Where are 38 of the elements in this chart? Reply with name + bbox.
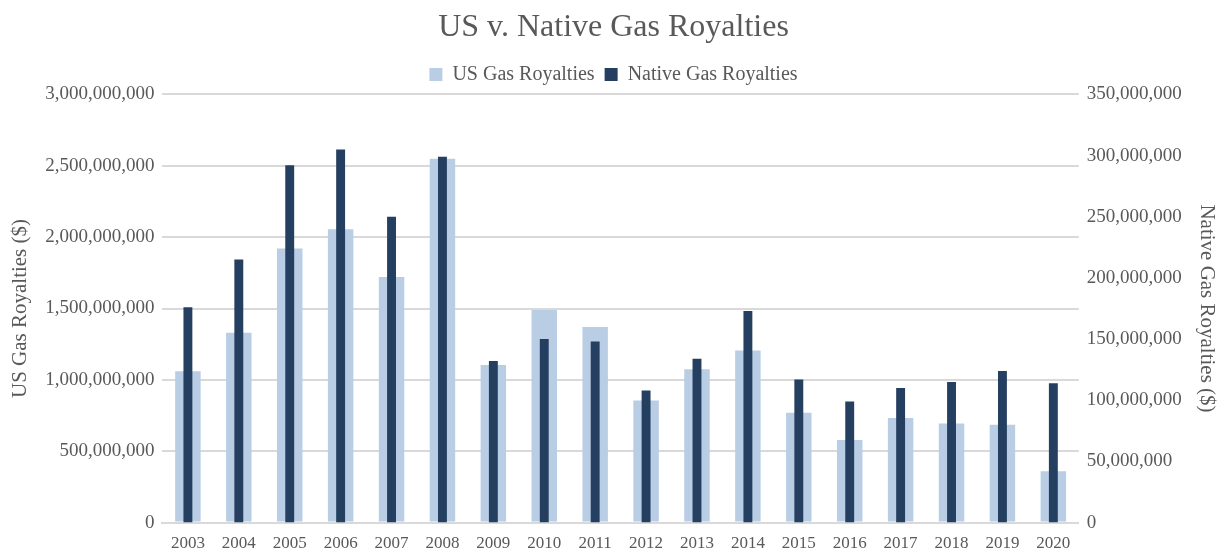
y2-tick-label: 250,000,000	[1086, 204, 1182, 226]
x-tick-label: 2010	[527, 533, 562, 553]
y-tick-label: 500,000,000	[59, 439, 155, 461]
y-tick-label: 1,000,000,000	[45, 367, 155, 389]
y-tick-label: 2,000,000,000	[45, 225, 155, 247]
x-tick-label: 2015	[781, 533, 816, 553]
y2-tick-label: 100,000,000	[1086, 388, 1182, 410]
x-tick-label: 2006	[323, 533, 358, 553]
y-tick-label: 3,000,000,000	[45, 82, 155, 104]
y2-tick-label: 50,000,000	[1086, 449, 1173, 471]
x-tick-label: 2019	[985, 533, 1020, 553]
x-tick-label: 2005	[272, 533, 307, 553]
x-tick-label: 2014	[730, 533, 766, 553]
x-tick-label: 2008	[425, 533, 460, 553]
x-tick-label: 2012	[629, 533, 664, 553]
y2-tick-label: 300,000,000	[1086, 143, 1182, 165]
x-tick-label: 2004	[221, 533, 257, 553]
y2-tick-label: 0	[1086, 510, 1097, 532]
y-tick-label: 1,500,000,000	[45, 296, 155, 318]
x-tick-label: 2013	[679, 533, 714, 553]
y2-tick-label: 200,000,000	[1086, 265, 1182, 287]
x-tick-label: 2003	[170, 533, 205, 553]
y-tick-label: 0	[144, 510, 155, 532]
legend-label: Native Gas Royalties	[627, 61, 798, 85]
y2-tick-label: 150,000,000	[1086, 327, 1182, 349]
x-tick-label: 2011	[578, 533, 612, 553]
y2-axis-title: Native Gas Royalties ($)	[1195, 204, 1220, 413]
x-tick-label: 2020	[1036, 533, 1071, 553]
x-tick-label: 2018	[934, 533, 969, 553]
y-tick-label: 2,500,000,000	[45, 153, 155, 175]
y2-tick-label: 350,000,000	[1086, 82, 1182, 104]
x-tick-label: 2007	[374, 533, 410, 553]
chart-title: US v. Native Gas Royalties	[438, 6, 789, 43]
x-tick-label: 2017	[883, 533, 919, 553]
x-tick-label: 2016	[832, 533, 867, 553]
y-axis-title: US Gas Royalties ($)	[7, 218, 32, 399]
x-tick-label: 2009	[476, 533, 511, 553]
legend-label: US Gas Royalties	[452, 61, 595, 85]
